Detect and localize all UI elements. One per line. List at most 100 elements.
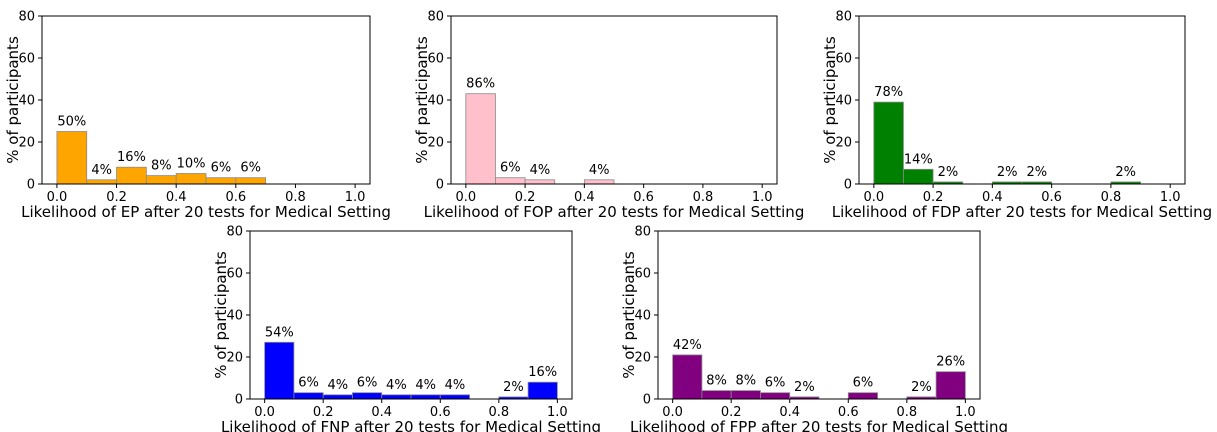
bar-value-label: 4% (91, 163, 112, 178)
y-tick-label: 0 (643, 393, 651, 408)
histogram-bar (235, 177, 267, 185)
bar-value-label: 42% (673, 338, 702, 353)
x-tick-label: 0.6 (225, 190, 246, 205)
y-tick-label: 80 (634, 225, 651, 240)
y-axis-label: % of participants (821, 36, 839, 164)
bar-value-label: 6% (765, 376, 786, 391)
histogram-bar (352, 392, 383, 400)
histogram-panel-4: 54% 6% 4% 6% 4% 4% 4% 2% 16% 0.0 0.2 0.4 0.6 0.8 1.0 0 2… (212, 225, 601, 432)
y-tick-label: 80 (835, 10, 852, 25)
x-axis-label: Likelihood of FNP after 20 tests for Med… (221, 418, 601, 432)
bar-value-label: 4% (589, 163, 610, 178)
y-tick-label: 0 (436, 178, 444, 193)
y-tick-label: 40 (634, 309, 651, 324)
histogram-bar (847, 392, 878, 400)
x-tick-label: 0.4 (371, 405, 392, 420)
x-tick-label: 1.0 (752, 190, 773, 205)
y-tick-label: 40 (427, 94, 444, 109)
x-tick-label: 0.6 (1041, 190, 1062, 205)
y-tick-label: 60 (427, 52, 444, 67)
x-tick-label: 0.6 (838, 405, 859, 420)
bar-value-label: 2% (794, 380, 815, 395)
y-axis-label: % of participants (212, 251, 230, 379)
bar-value-label: 78% (874, 85, 903, 100)
y-tick-label: 80 (18, 10, 35, 25)
bar-value-label: 8% (151, 159, 172, 174)
y-tick-label: 60 (835, 52, 852, 67)
bar-value-label: 2% (503, 380, 524, 395)
bar-value-label: 6% (853, 376, 874, 391)
y-axis-label: % of participants (620, 251, 638, 379)
x-tick-label: 1.0 (547, 405, 568, 420)
bar-value-label: 50% (57, 115, 86, 130)
bar-value-label: 2% (938, 165, 959, 180)
bar-value-label: 6% (211, 161, 232, 176)
y-tick-label: 60 (634, 267, 651, 282)
bar-value-label: 10% (177, 157, 206, 172)
bar-value-label: 26% (936, 355, 965, 370)
histogram-bar (381, 394, 412, 400)
histogram-bar (410, 394, 441, 400)
y-tick-label: 0 (235, 393, 243, 408)
histogram-bar (873, 101, 904, 185)
histogram-bar (701, 390, 732, 400)
x-tick-label: 0.4 (574, 190, 595, 205)
bar-value-label: 14% (904, 152, 933, 167)
axes-frame (450, 15, 778, 185)
histogram-panel-3: 78% 14% 2% 2% 2% 2% 0.0 0.2 0.4 0.6 0.8 1.0 0 20 40 60 8… (821, 10, 1212, 222)
bar-value-label: 4% (386, 378, 407, 393)
bar-value-label: 2% (997, 165, 1018, 180)
histogram-bar (527, 381, 558, 400)
bar-value-label: 2% (911, 380, 932, 395)
y-tick-label: 20 (634, 351, 651, 366)
bar-value-label: 2% (1115, 165, 1136, 180)
bar-value-label: 8% (706, 374, 727, 389)
x-tick-label: 0.4 (166, 190, 187, 205)
axes-frame (41, 15, 371, 185)
histogram-panel-5: 42% 8% 8% 6% 2% 6% 2% 26% 0.0 0.2 0.4 0.6 0.8 1.0 0 20 4… (620, 225, 1008, 432)
y-tick-label: 60 (18, 52, 35, 67)
bar-value-label: 6% (500, 161, 521, 176)
histogram-bar (935, 371, 966, 400)
bar-value-label: 54% (265, 325, 294, 340)
x-axis-label: Likelihood of FDP after 20 tests for Med… (832, 203, 1212, 221)
x-tick-label: 1.0 (1160, 190, 1181, 205)
x-tick-label: 0.2 (313, 405, 334, 420)
x-tick-label: 0.4 (779, 405, 800, 420)
histogram-bar (465, 93, 496, 185)
histogram-panel-1: 50% 4% 16% 8% 10% 6% 6% 0.0 0.2 0.4 0.6 0.8 1.0 0 20 40… (4, 10, 391, 222)
histogram-bar (175, 173, 207, 185)
x-tick-label: 1.0 (955, 405, 976, 420)
y-tick-label: 20 (226, 351, 243, 366)
y-tick-label: 80 (427, 10, 444, 25)
x-tick-label: 0.2 (515, 190, 536, 205)
histogram-bar (322, 394, 353, 400)
y-axis-label: % of participants (413, 36, 431, 164)
x-axis-label: Likelihood of EP after 20 tests for Medi… (21, 203, 391, 221)
x-tick-label: 0.0 (455, 190, 476, 205)
histogram-bar (293, 392, 324, 400)
y-axis-label: % of participants (4, 36, 22, 164)
bar-value-label: 6% (240, 161, 261, 176)
y-tick-label: 60 (226, 267, 243, 282)
axes-frame (249, 230, 573, 400)
bar-value-label: 2% (1027, 165, 1048, 180)
bar-value-label: 4% (415, 378, 436, 393)
y-tick-label: 40 (835, 94, 852, 109)
x-tick-label: 0.0 (662, 405, 683, 420)
histogram-bar (439, 394, 470, 400)
histogram-bar (524, 179, 556, 185)
histogram-panel-2: 86% 6% 4% 4% 0.0 0.2 0.4 0.6 0.8 1.0 0 20 40 60 80 Like… (413, 10, 804, 222)
bar-value-label: 16% (528, 365, 557, 380)
histogram-bar (264, 341, 295, 400)
x-tick-label: 0.8 (693, 190, 714, 205)
x-tick-label: 0.2 (721, 405, 742, 420)
histogram-bar (86, 179, 117, 185)
x-tick-label: 0.0 (254, 405, 275, 420)
x-axis-label: Likelihood of FOP after 20 tests for Med… (424, 203, 805, 221)
histogram-bar (116, 166, 147, 185)
x-tick-label: 0.0 (863, 190, 884, 205)
bar-value-label: 6% (357, 376, 378, 391)
x-tick-label: 0.6 (430, 405, 451, 420)
